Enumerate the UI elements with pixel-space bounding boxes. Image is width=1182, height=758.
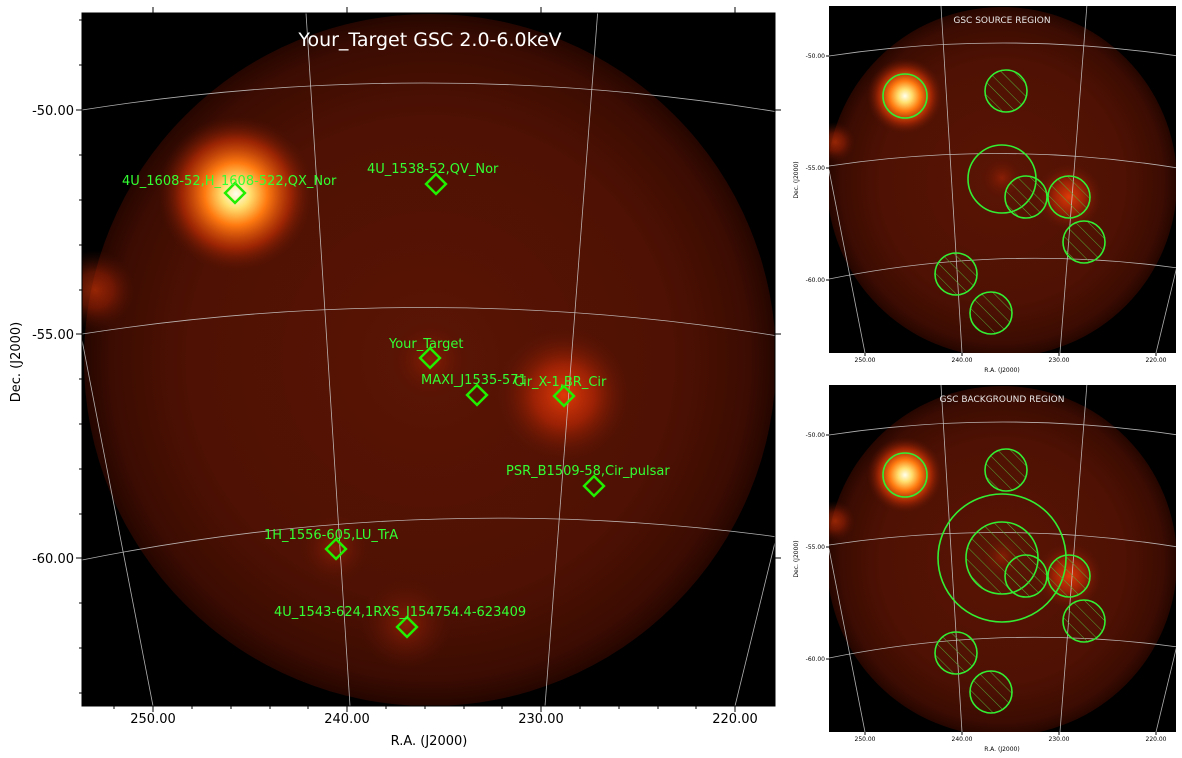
marker-psr-b1509: PSR_B1509-58,Cir_pulsar (506, 464, 670, 498)
background-ytick-label: -50.00 (806, 432, 826, 439)
source-panel-title: GSC SOURCE REGION (953, 16, 1050, 26)
main-sky-image (82, 13, 775, 706)
source-glow-edge (82, 250, 135, 330)
marker-your-target: Your_Target (388, 337, 463, 370)
main-ytick-label: -55.00 (32, 328, 74, 343)
background-xtick-label: 230.00 (1049, 736, 1070, 743)
main-panel: Your_Target GSC 2.0-6.0keV 4U_1608-52,H_… (9, 7, 781, 749)
source-label-cirx1: Cir_X-1,BR_Cir (514, 375, 607, 390)
background-panel-image (829, 385, 1176, 732)
main-y-axis-label: Dec. (J2000) (9, 322, 24, 402)
background-xtick-label: 250.00 (855, 736, 876, 743)
background-xtick-label: 220.00 (1146, 736, 1167, 743)
source-ytick-label: -50.00 (806, 53, 826, 60)
source-glow-cirx1 (496, 327, 632, 463)
marker-4u1543: 4U_1543-624,1RXS_J154754.4-623409 (274, 605, 526, 639)
source-label-4u1543: 4U_1543-624,1RXS_J154754.4-623409 (274, 605, 526, 620)
marker-maxi-j1535: MAXI_J1535-571 (421, 373, 527, 407)
excluded-region-circle (1004, 554, 1048, 598)
background-ytick-label: -55.00 (806, 544, 826, 551)
marker-1h1556: 1H_1556-605,LU_TrA (264, 528, 398, 561)
source-ytick-label: -55.00 (806, 165, 826, 172)
main-x-axis: 250.00 240.00 230.00 220.00 R.A. (J2000) (113, 7, 758, 749)
source-panel-image (829, 6, 1176, 353)
main-xtick-label: 250.00 (130, 712, 176, 727)
excluded-region-circle (1047, 175, 1091, 219)
source-xtick-label: 240.00 (952, 357, 973, 364)
excluded-region-circle (1062, 220, 1106, 264)
source-region-panel: GSC SOURCE REGION -50.00 -55.00 -60.00 D… (793, 6, 1176, 374)
main-xtick-label: 230.00 (518, 712, 564, 727)
excluded-region-circle (984, 69, 1028, 113)
excluded-region-circle (984, 448, 1028, 492)
source-markers: 4U_1608-52,H_1608-522,QX_Nor 4U_1538-52,… (122, 162, 670, 639)
main-title: Your_Target GSC 2.0-6.0keV (297, 29, 561, 51)
region-circle (882, 452, 928, 498)
source-xtick-label: 220.00 (1146, 357, 1167, 364)
background-xtick-label: 240.00 (952, 736, 973, 743)
source-label-4u1538: 4U_1538-52,QV_Nor (367, 162, 499, 177)
marker-4u1538: 4U_1538-52,QV_Nor (367, 162, 499, 196)
source-y-axis-label: Dec. (J2000) (793, 161, 800, 198)
source-label-1h1556: 1H_1556-605,LU_TrA (264, 528, 398, 543)
excluded-region-circle (934, 252, 978, 296)
coordinate-grid (82, 13, 775, 706)
main-x-axis-label: R.A. (J2000) (391, 734, 468, 749)
source-regions (882, 69, 1106, 335)
background-y-axis-label: Dec. (J2000) (793, 540, 800, 577)
excluded-region-circle (969, 670, 1013, 714)
main-frame (81, 12, 776, 707)
source-ytick-label: -60.00 (806, 277, 826, 284)
main-y-axis: -50.00 -55.00 -60.00 Dec. (J2000) (9, 19, 781, 694)
background-ytick-label: -60.00 (806, 656, 826, 663)
main-ytick-label: -60.00 (32, 552, 74, 567)
main-xtick-label: 240.00 (324, 712, 370, 727)
source-x-axis-label: R.A. (J2000) (984, 367, 1019, 374)
region-circle (882, 73, 928, 119)
excluded-region-circle (934, 631, 978, 675)
marker-4u1608: 4U_1608-52,H_1608-522,QX_Nor (122, 174, 337, 205)
marker-cirx1: Cir_X-1,BR_Cir (514, 375, 607, 408)
source-glow-4u1543 (361, 579, 451, 669)
source-glow-target (390, 320, 470, 400)
source-glow-1h1556 (300, 513, 370, 583)
excluded-region-circle (1047, 554, 1091, 598)
source-label-maxi-j1535: MAXI_J1535-571 (421, 373, 527, 388)
source-glow-4u1608 (158, 116, 314, 272)
source-label-psr-b1509: PSR_B1509-58,Cir_pulsar (506, 464, 670, 479)
excluded-region-circle (969, 291, 1013, 335)
source-xtick-label: 230.00 (1049, 357, 1070, 364)
background-panel-title: GSC BACKGROUND REGION (940, 395, 1065, 405)
excluded-region-circle (1004, 175, 1048, 219)
background-regions (882, 448, 1106, 714)
background-x-axis-label: R.A. (J2000) (984, 746, 1019, 753)
source-label-4u1608: 4U_1608-52,H_1608-522,QX_Nor (122, 174, 337, 189)
source-label-your-target: Your_Target (388, 337, 463, 352)
background-region-panel: GSC BACKGROUND REGION -50.00 -55.00 -60.… (793, 385, 1176, 753)
excluded-region-circle (1062, 599, 1106, 643)
main-xtick-label: 220.00 (712, 712, 758, 727)
main-ytick-label: -50.00 (32, 104, 74, 119)
source-xtick-label: 250.00 (855, 357, 876, 364)
